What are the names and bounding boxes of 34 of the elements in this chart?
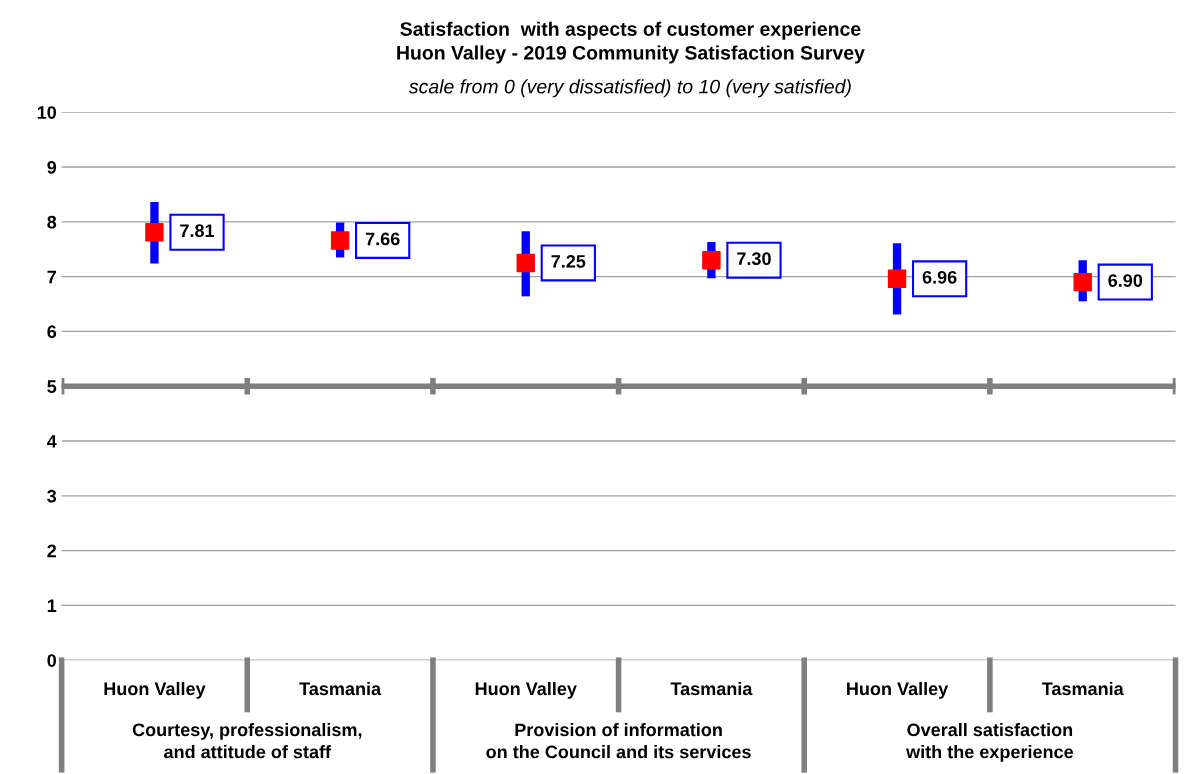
x-tick-label: Huon Valley xyxy=(475,681,577,699)
y-tick-label: 10 xyxy=(37,106,57,119)
point xyxy=(330,231,350,250)
data-label: 7.66 xyxy=(365,232,400,246)
y-tick-label: 1 xyxy=(47,599,57,612)
text: Overall satisfaction with the experience xyxy=(906,722,1074,762)
y-tick-label: 2 xyxy=(47,544,57,558)
point xyxy=(702,250,721,270)
x-tick-label: Tasmania xyxy=(299,681,382,696)
y-tick-label: 7 xyxy=(47,270,56,284)
point xyxy=(145,223,164,242)
data-label: 7.81 xyxy=(180,224,215,238)
data-label: 7.30 xyxy=(737,252,771,266)
y-tick-label: 5 xyxy=(47,380,57,393)
data-label: 6.90 xyxy=(1108,274,1143,287)
data-label: 6.96 xyxy=(922,270,957,284)
text: Provision of information on the Council and its services xyxy=(486,722,751,759)
text: Courtesy, professionalism, and attitude of staff xyxy=(132,722,362,759)
x-tick-label: Tasmania xyxy=(1041,681,1124,696)
chart-title: Satisfaction with aspects of customer experience Huon Valley - 2019 Community Satisfaction Survey xyxy=(397,21,865,64)
y-tick-label: 6 xyxy=(47,325,57,339)
point xyxy=(516,253,535,273)
y-tick-label: 3 xyxy=(47,489,57,503)
y-tick-label: 0 xyxy=(47,654,57,667)
y-tick-label: 9 xyxy=(47,160,57,174)
x-tick-label: Huon Valley xyxy=(847,681,949,699)
data-label: 7.25 xyxy=(551,254,586,268)
point xyxy=(1073,272,1092,292)
y-tick-label: 8 xyxy=(47,215,57,229)
chart-subtitle: scale from 0 (very dissatisfied) to 10 (very satisfied) xyxy=(408,79,851,98)
x-tick-label: Huon Valley xyxy=(104,681,206,699)
x-tick-label: Tasmania xyxy=(670,681,753,696)
point xyxy=(887,269,907,289)
y-tick-label: 4 xyxy=(46,435,57,448)
